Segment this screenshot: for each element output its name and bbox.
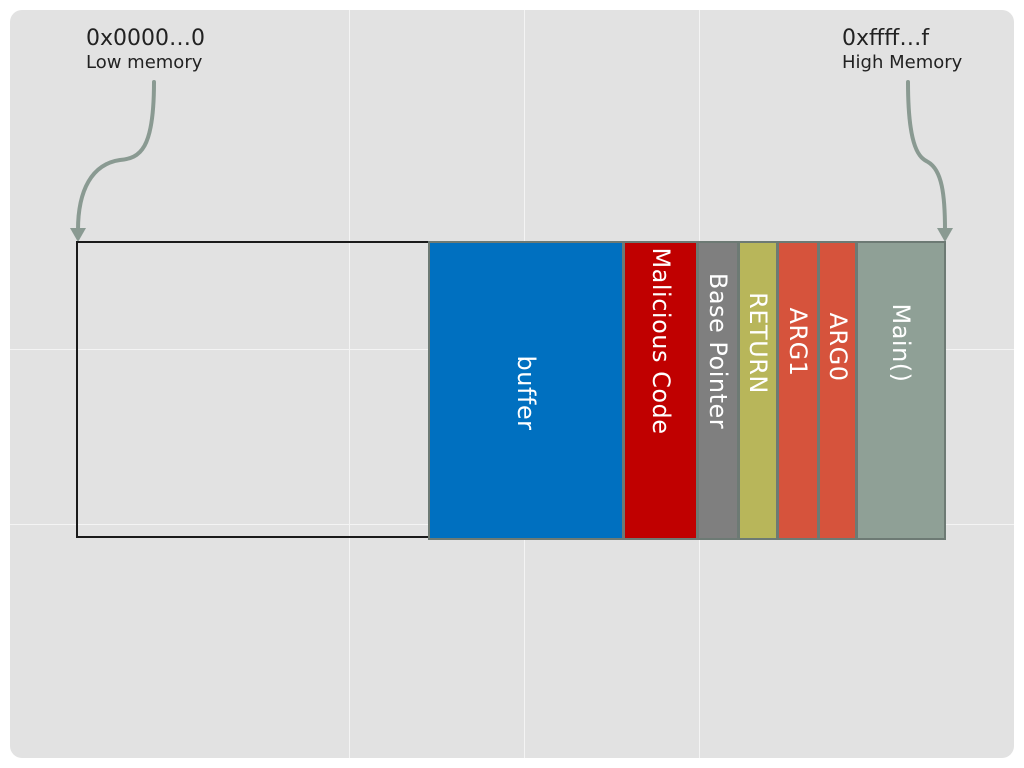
high-memory-arrow [906, 80, 947, 232]
stack-segment-arg0: ARG0 [818, 241, 857, 540]
stack-segment-label: Base Pointer [704, 272, 732, 430]
high-memory-description: High Memory [842, 52, 963, 73]
low-memory-description: Low memory [86, 52, 203, 73]
stack-segment-return: RETURN [738, 241, 778, 540]
low-memory-arrow [76, 80, 156, 232]
stack-segment-label: ARG0 [823, 312, 852, 382]
stack-segment-base-pointer: Base Pointer [697, 241, 739, 540]
stack-segment-label: ARG1 [784, 307, 812, 377]
memory-arrows [70, 80, 953, 242]
high-memory-label: 0xffff…f High Memory [842, 26, 962, 74]
stack-segment-arg1: ARG1 [777, 241, 819, 540]
stack-segment-buffer: buffer [428, 241, 624, 540]
grid-line [349, 10, 350, 758]
high-memory-arrowhead [937, 228, 953, 242]
slide-canvas: 0x0000…0 Low memory 0xffff…f High Memory… [10, 10, 1014, 758]
high-memory-address: 0xffff…f [842, 26, 930, 51]
stack-segment-malicious-code: Malicious Code [623, 241, 698, 540]
unused-memory-region [76, 241, 428, 538]
low-memory-label: 0x0000…0 Low memory [86, 26, 205, 74]
stack-segment-main: Main() [856, 241, 946, 540]
stack-segment-label: RETURN [744, 292, 772, 394]
stack-segment-label: buffer [512, 355, 540, 431]
stack-segment-label: Malicious Code [646, 247, 675, 435]
low-memory-arrowhead [70, 228, 86, 242]
low-memory-address: 0x0000…0 [86, 26, 206, 51]
stack-segment-label: Main() [887, 303, 915, 383]
